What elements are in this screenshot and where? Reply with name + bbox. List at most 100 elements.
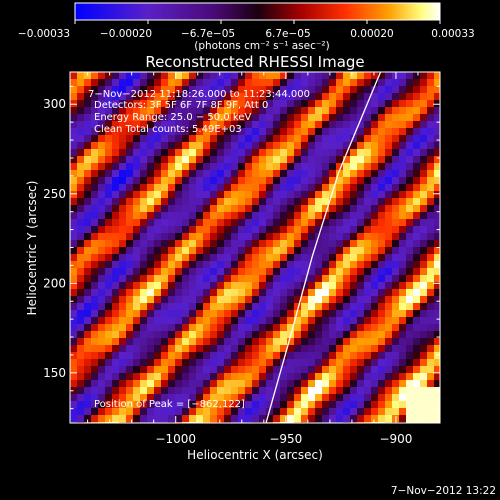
heatmap-cell: [266, 226, 274, 234]
heatmap-cell: [378, 261, 386, 269]
heatmap-cell: [294, 345, 302, 353]
heatmap-cell: [294, 72, 302, 80]
heatmap-cell: [252, 373, 260, 381]
heatmap-cell: [98, 387, 106, 395]
heatmap-cell: [343, 198, 351, 206]
heatmap-cell: [245, 254, 253, 262]
heatmap-cell: [399, 128, 407, 136]
heatmap-cell: [399, 198, 407, 206]
heatmap-cell: [203, 240, 211, 248]
heatmap-cell: [273, 163, 281, 171]
heatmap-cell: [322, 121, 330, 129]
heatmap-cell: [322, 114, 330, 122]
heatmap-cell: [301, 142, 309, 150]
heatmap-cell: [427, 163, 435, 171]
heatmap-cell: [210, 100, 218, 108]
heatmap-cell: [364, 121, 372, 129]
heatmap-cell: [266, 268, 274, 276]
heatmap-cell: [343, 352, 351, 360]
heatmap-cell: [168, 142, 176, 150]
heatmap-cell: [154, 86, 162, 94]
heatmap-cell: [315, 289, 323, 297]
heatmap-cell: [322, 135, 330, 143]
heatmap-cell: [343, 275, 351, 283]
heatmap-cell: [350, 142, 358, 150]
heatmap-cell: [175, 338, 183, 346]
heatmap-cell: [385, 184, 393, 192]
heatmap-cell: [266, 170, 274, 178]
heatmap-cell: [252, 268, 260, 276]
heatmap-cell: [427, 261, 435, 269]
heatmap-cell: [154, 401, 162, 409]
heatmap-cell: [182, 366, 190, 374]
heatmap-cell: [203, 380, 211, 388]
heatmap-cell: [343, 177, 351, 185]
heatmap-cell: [203, 247, 211, 255]
heatmap-cell: [175, 345, 183, 353]
heatmap-cell: [399, 352, 407, 360]
heatmap-cell: [91, 212, 99, 220]
heatmap-cell: [196, 107, 204, 115]
heatmap-cell: [385, 408, 393, 416]
heatmap-cell: [385, 401, 393, 409]
heatmap-cell: [119, 352, 127, 360]
heatmap-cell: [266, 394, 274, 402]
heatmap-cell: [196, 219, 204, 227]
heatmap-cell: [406, 331, 414, 339]
heatmap-cell: [322, 86, 330, 94]
heatmap-cell: [231, 128, 239, 136]
heatmap-cell: [266, 233, 274, 241]
heatmap-cell: [189, 149, 197, 157]
heatmap-cell: [301, 254, 309, 262]
heatmap-cell: [196, 72, 204, 80]
heatmap-cell: [434, 247, 440, 255]
heatmap-cell: [385, 247, 393, 255]
heatmap-cell: [259, 254, 267, 262]
heatmap-cell: [259, 345, 267, 353]
heatmap-cell: [175, 394, 183, 402]
heatmap-cell: [399, 142, 407, 150]
heatmap-cell: [147, 233, 155, 241]
heatmap-cell: [406, 275, 414, 283]
heatmap-cell: [399, 121, 407, 129]
heatmap-cell: [413, 212, 421, 220]
heatmap-cell: [273, 415, 281, 423]
heatmap-cell: [245, 184, 253, 192]
heatmap-cell: [364, 366, 372, 374]
heatmap-cell: [378, 72, 386, 80]
heatmap-cell: [238, 107, 246, 115]
heatmap-cell: [385, 107, 393, 115]
heatmap-cell: [266, 107, 274, 115]
heatmap-cell: [280, 401, 288, 409]
heatmap-cell: [182, 352, 190, 360]
heatmap-cell: [434, 401, 440, 409]
heatmap-cell: [294, 163, 302, 171]
heatmap-cell: [203, 170, 211, 178]
heatmap-cell: [245, 268, 253, 276]
heatmap-cell: [98, 408, 106, 416]
heatmap-cell: [385, 149, 393, 157]
heatmap-cell: [259, 359, 267, 367]
heatmap-cell: [280, 282, 288, 290]
heatmap-cell: [287, 254, 295, 262]
heatmap-cell: [140, 233, 148, 241]
heatmap-cell: [112, 310, 120, 318]
heatmap-cell: [336, 394, 344, 402]
heatmap-cell: [308, 415, 316, 423]
heatmap-cell: [399, 401, 407, 409]
heatmap-cell: [434, 331, 440, 339]
heatmap-cell: [420, 254, 428, 262]
heatmap-cell: [126, 191, 134, 199]
heatmap-cell: [287, 205, 295, 213]
heatmap-cell: [245, 415, 253, 423]
heatmap-cell: [238, 394, 246, 402]
heatmap-cell: [371, 219, 379, 227]
heatmap-cell: [280, 338, 288, 346]
heatmap-cell: [98, 191, 106, 199]
heatmap-cell: [413, 198, 421, 206]
heatmap-cell: [231, 401, 239, 409]
heatmap-cell: [378, 135, 386, 143]
heatmap-cell: [77, 226, 85, 234]
heatmap-cell: [364, 191, 372, 199]
heatmap-cell: [301, 86, 309, 94]
